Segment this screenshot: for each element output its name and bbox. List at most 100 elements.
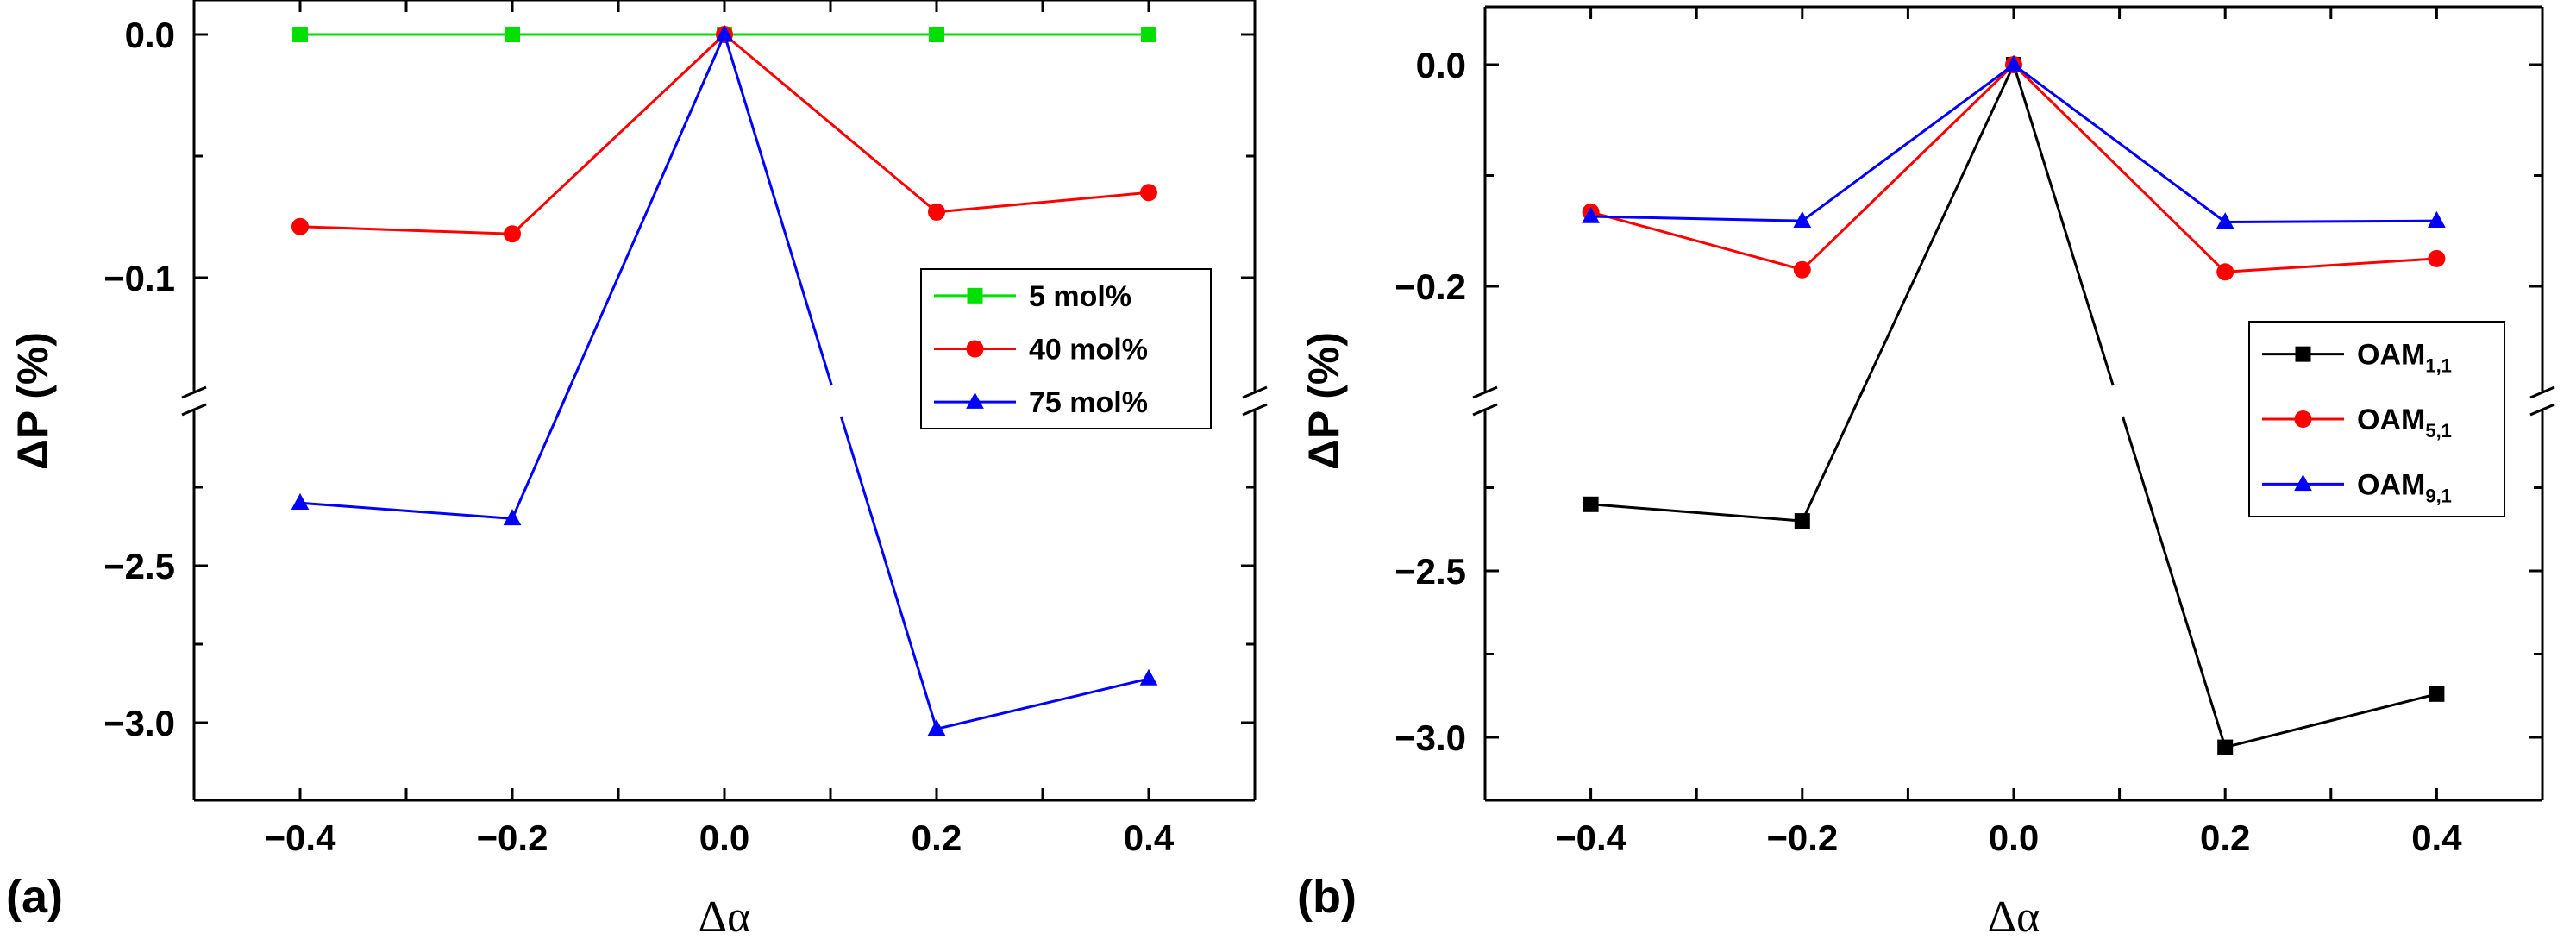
series-line-segment	[2225, 257, 2437, 273]
x-tick-label: −0.2	[1766, 818, 1838, 858]
series-line-segment	[2012, 64, 2115, 386]
data-point-circle	[1140, 184, 1157, 202]
axis-break-mark	[1472, 403, 1498, 417]
x-tick-label: 0.0	[699, 818, 749, 858]
series-line-segment	[299, 225, 513, 235]
series-line-segment	[1590, 503, 1802, 523]
legend-name: 5 mol%	[1029, 280, 1131, 313]
axis-break-mark	[181, 385, 207, 399]
series-line-segment	[1590, 215, 1802, 222]
data-point-square	[2295, 346, 2311, 362]
legend-subscript: 9,1	[2425, 485, 2452, 506]
y-tick-label: −2.5	[1395, 551, 1466, 592]
data-point-triangle	[1139, 668, 1158, 686]
data-point-triangle	[2294, 473, 2312, 492]
series-line-segment	[555, 34, 726, 417]
y-tick-label: −0.1	[103, 258, 175, 298]
x-tick-label: 0.4	[1124, 818, 1175, 858]
y-tick-label: −2.5	[103, 546, 175, 586]
y-axis-label: ΔP (%)	[1300, 332, 1348, 470]
series-line-segment	[1849, 64, 2015, 417]
data-point-triangle	[503, 509, 522, 526]
axis-break-mark	[1242, 403, 1268, 417]
x-tick-label: −0.2	[477, 818, 548, 858]
data-point-circle	[2428, 249, 2446, 267]
series-line-segment	[724, 33, 937, 214]
legend-name: 75 mol%	[1029, 386, 1148, 419]
panel-a: −0.4 −0.2 0.0 0.2 0.4 0.0 −0.1 −2.5 −3.0 ΔP (%) Δα…	[6, 0, 1268, 942]
y-tick-label: −3.0	[1395, 717, 1466, 758]
data-point-triangle	[291, 492, 310, 510]
series-line-segment	[936, 677, 1150, 730]
data-point-square	[1141, 27, 1156, 42]
data-point-triangle	[2216, 212, 2234, 229]
legend-label: OAM1,1	[2357, 339, 2452, 377]
legend-label: 75 mol%	[1029, 386, 1148, 419]
series-line-segment	[2225, 219, 2437, 223]
series-line-segment	[1590, 210, 1803, 272]
legend-label: OAM9,1	[2357, 468, 2452, 506]
series-line-segment	[839, 416, 938, 730]
x-axis-label: Δα	[1988, 893, 2040, 942]
data-point-square	[2429, 686, 2445, 702]
data-point-triangle	[715, 24, 734, 41]
x-tick-label: −0.4	[265, 818, 337, 858]
legend-subscript: 1,1	[2425, 355, 2452, 377]
data-point-circle	[2294, 410, 2312, 428]
y-tick-label: 0.0	[1416, 45, 1466, 85]
legend-name: OAM	[2357, 404, 2425, 436]
data-point-triangle	[2428, 210, 2446, 228]
data-point-circle	[291, 217, 309, 235]
x-tick-label: 0.2	[2200, 818, 2250, 858]
axis-break-mark	[2529, 385, 2555, 399]
series-line-segment	[1801, 63, 2015, 271]
axis-break-mark	[181, 403, 207, 417]
axis-break-mark	[1472, 385, 1498, 399]
legend-label: OAM5,1	[2357, 404, 2452, 442]
series-line-segment	[2224, 692, 2437, 749]
panel-label: (a)	[6, 871, 63, 923]
data-point-triangle	[966, 392, 984, 409]
data-point-square	[967, 287, 983, 304]
series-line-segment	[299, 501, 513, 520]
legend-label: 5 mol%	[1029, 280, 1131, 313]
panel-label: (b)	[1297, 871, 1357, 923]
data-point-triangle	[2004, 54, 2023, 72]
data-point-triangle	[1582, 206, 1600, 223]
legend-subscript: 5,1	[2425, 420, 2452, 442]
data-point-circle	[504, 225, 521, 243]
y-tick-label: −0.2	[1395, 266, 1466, 307]
legend-name: 40 mol%	[1029, 334, 1148, 366]
y-tick-label: 0.0	[125, 15, 175, 55]
series-line-segment	[511, 33, 726, 235]
data-point-circle	[966, 340, 984, 358]
x-tick-label: 0.0	[1989, 818, 2039, 858]
legend-name: OAM	[2357, 468, 2425, 501]
data-point-square	[929, 27, 944, 42]
data-point-triangle	[1793, 210, 1812, 228]
panel-b: −0.4 −0.2 0.0 0.2 0.4 0.0 −0.2 −2.5 −3.0 ΔP (%) Δα…	[1297, 5, 2555, 942]
series-line-segment	[2121, 416, 2227, 749]
series-line-segment	[2012, 63, 2227, 273]
axis-break-mark	[1242, 385, 1268, 399]
y-axis-label: ΔP (%)	[9, 332, 57, 470]
series-line-segment	[723, 34, 833, 386]
data-point-square	[2217, 739, 2234, 755]
series-line-segment	[2013, 63, 2227, 223]
data-point-circle	[1793, 260, 1811, 279]
x-tick-label: 0.2	[912, 818, 962, 858]
data-point-circle	[2216, 263, 2234, 281]
data-point-square	[1794, 513, 1810, 529]
x-tick-label: 0.4	[2411, 818, 2462, 858]
data-point-triangle	[927, 718, 946, 736]
x-tick-label: −0.4	[1555, 818, 1627, 858]
x-axis-label: Δα	[699, 893, 751, 942]
axis-break-mark	[2529, 403, 2555, 417]
series-line-segment	[936, 191, 1150, 214]
legend-label: 40 mol%	[1029, 334, 1148, 366]
data-point-square	[292, 27, 308, 42]
data-point-square	[505, 27, 520, 42]
legend-name: OAM	[2357, 339, 2425, 372]
y-tick-label: −3.0	[103, 703, 175, 743]
